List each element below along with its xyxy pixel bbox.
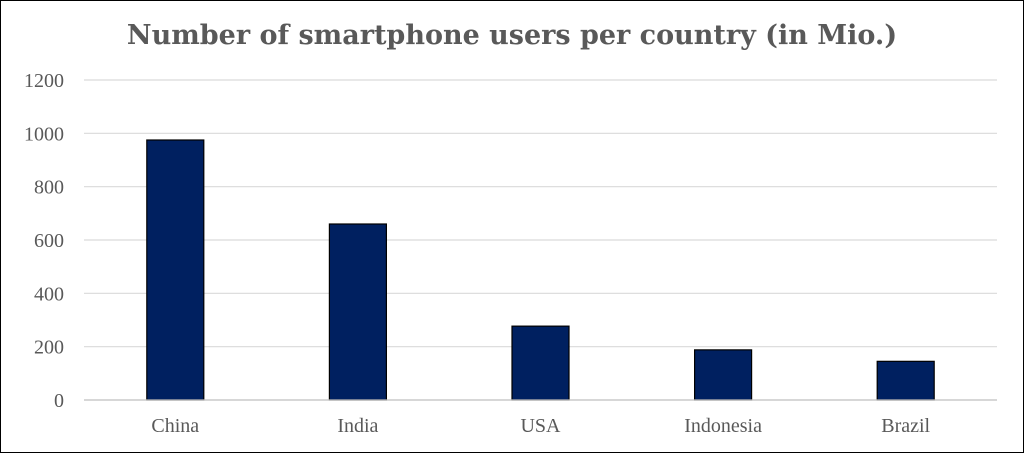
chart-title: Number of smartphone users per country (… [127, 20, 897, 51]
bar-india [328, 223, 387, 401]
x-tick-label: India [337, 415, 378, 437]
bar-brazil [876, 360, 935, 401]
y-tick-label: 600 [34, 230, 64, 252]
y-axis-ticks: 0 200 400 600 800 1000 1200 [24, 70, 64, 412]
y-tick-label: 800 [34, 177, 64, 199]
x-tick-label: China [151, 415, 199, 437]
y-tick-label: 400 [34, 283, 64, 305]
bar-china [146, 139, 205, 401]
y-tick-label: 1200 [24, 70, 64, 92]
y-tick-label: 1000 [24, 123, 64, 145]
gridlines [84, 79, 997, 348]
x-axis-labels: China India USA Indonesia Brazil [151, 415, 930, 437]
bars [146, 139, 935, 401]
bar-indonesia [693, 349, 753, 401]
x-tick-label: Indonesia [684, 415, 762, 437]
y-tick-label: 200 [34, 337, 64, 359]
x-tick-label: USA [520, 415, 561, 437]
bar-usa [511, 325, 570, 401]
x-tick-label: Brazil [881, 415, 930, 437]
y-tick-label: 0 [54, 390, 64, 412]
